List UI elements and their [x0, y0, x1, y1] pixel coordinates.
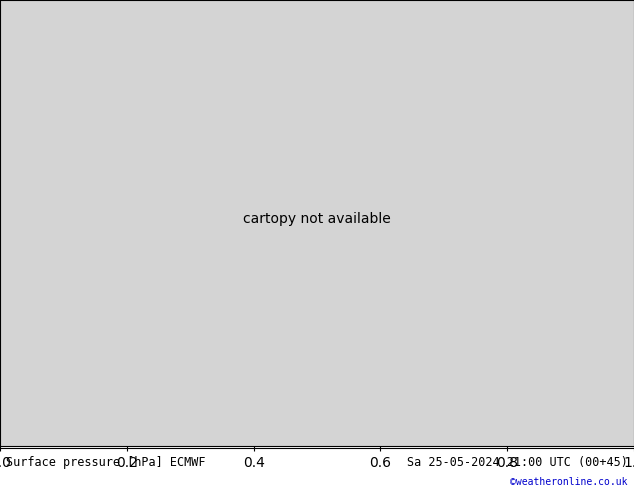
Text: ©weatheronline.co.uk: ©weatheronline.co.uk: [510, 477, 628, 487]
Text: cartopy not available: cartopy not available: [243, 212, 391, 226]
Text: Sa 25-05-2024 21:00 UTC (00+45): Sa 25-05-2024 21:00 UTC (00+45): [407, 456, 628, 469]
Text: Surface pressure [hPa] ECMWF: Surface pressure [hPa] ECMWF: [6, 456, 206, 469]
